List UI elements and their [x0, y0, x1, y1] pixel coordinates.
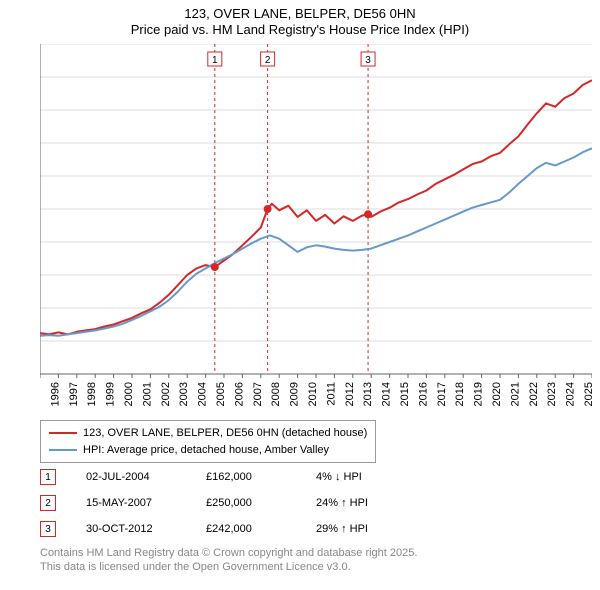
marker-row-1: 1 02-JUL-2004 £162,000 4% ↓ HPI	[40, 464, 436, 490]
svg-text:3: 3	[365, 55, 371, 66]
marker-pct-1: 4% ↓ HPI	[316, 471, 436, 483]
title-line-1: 123, OVER LANE, BELPER, DE56 0HN	[0, 6, 600, 22]
marker-date-3: 30-OCT-2012	[86, 523, 206, 535]
svg-text:2004: 2004	[197, 382, 209, 406]
footer-line-1: Contains HM Land Registry data © Crown c…	[40, 546, 417, 560]
marker-box-3: 3	[40, 521, 56, 537]
chart-plot-area: £0£50K£100K£150K£200K£250K£300K£350K£400…	[40, 44, 592, 374]
svg-text:2017: 2017	[436, 382, 448, 406]
svg-text:2014: 2014	[381, 382, 393, 406]
svg-text:2: 2	[265, 55, 271, 66]
svg-text:2001: 2001	[141, 382, 153, 406]
svg-text:2006: 2006	[233, 382, 245, 406]
svg-text:2008: 2008	[270, 382, 282, 406]
svg-text:1: 1	[212, 55, 218, 66]
svg-text:2021: 2021	[509, 382, 521, 406]
svg-text:2003: 2003	[178, 382, 190, 406]
marker-date-1: 02-JUL-2004	[86, 471, 206, 483]
svg-text:2007: 2007	[252, 382, 264, 406]
svg-text:1996: 1996	[49, 382, 61, 406]
chart-svg: £0£50K£100K£150K£200K£250K£300K£350K£400…	[40, 44, 592, 420]
legend: 123, OVER LANE, BELPER, DE56 0HN (detach…	[40, 420, 376, 463]
svg-text:2025: 2025	[583, 382, 592, 406]
title-line-2: Price paid vs. HM Land Registry's House …	[0, 22, 600, 38]
svg-text:2009: 2009	[289, 382, 301, 406]
legend-swatch-hpi	[49, 449, 77, 451]
svg-text:2022: 2022	[528, 382, 540, 406]
chart-container: 123, OVER LANE, BELPER, DE56 0HN Price p…	[0, 0, 600, 590]
svg-text:2016: 2016	[417, 382, 429, 406]
marker-pct-2: 24% ↑ HPI	[316, 497, 436, 509]
marker-table: 1 02-JUL-2004 £162,000 4% ↓ HPI 2 15-MAY…	[40, 464, 436, 542]
legend-label-price-paid: 123, OVER LANE, BELPER, DE56 0HN (detach…	[83, 425, 367, 442]
legend-swatch-price-paid	[49, 432, 77, 434]
svg-text:1999: 1999	[105, 382, 117, 406]
svg-text:1997: 1997	[68, 382, 80, 406]
svg-text:2019: 2019	[473, 382, 485, 406]
svg-text:2012: 2012	[344, 382, 356, 406]
marker-date-2: 15-MAY-2007	[86, 497, 206, 509]
footer-line-2: This data is licensed under the Open Gov…	[40, 560, 417, 574]
svg-text:2010: 2010	[307, 382, 319, 406]
marker-row-2: 2 15-MAY-2007 £250,000 24% ↑ HPI	[40, 490, 436, 516]
marker-price-2: £250,000	[206, 497, 316, 509]
svg-text:2000: 2000	[123, 382, 135, 406]
legend-label-hpi: HPI: Average price, detached house, Ambe…	[83, 442, 329, 459]
marker-pct-3: 29% ↑ HPI	[316, 523, 436, 535]
svg-text:2013: 2013	[362, 382, 374, 406]
legend-item-price-paid: 123, OVER LANE, BELPER, DE56 0HN (detach…	[49, 425, 367, 442]
svg-text:2020: 2020	[491, 382, 503, 406]
legend-item-hpi: HPI: Average price, detached house, Ambe…	[49, 442, 367, 459]
title-block: 123, OVER LANE, BELPER, DE56 0HN Price p…	[0, 0, 600, 39]
svg-text:2002: 2002	[160, 382, 172, 406]
marker-box-2: 2	[40, 495, 56, 511]
svg-text:2011: 2011	[325, 382, 337, 406]
svg-text:2024: 2024	[565, 382, 577, 406]
marker-box-1: 1	[40, 469, 56, 485]
footer: Contains HM Land Registry data © Crown c…	[40, 546, 417, 575]
svg-text:2018: 2018	[454, 382, 466, 406]
marker-price-3: £242,000	[206, 523, 316, 535]
marker-row-3: 3 30-OCT-2012 £242,000 29% ↑ HPI	[40, 516, 436, 542]
svg-text:2023: 2023	[546, 382, 558, 406]
svg-text:2015: 2015	[399, 382, 411, 406]
svg-text:1998: 1998	[86, 382, 98, 406]
svg-text:2005: 2005	[215, 382, 227, 406]
svg-text:1995: 1995	[40, 382, 43, 406]
marker-price-1: £162,000	[206, 471, 316, 483]
